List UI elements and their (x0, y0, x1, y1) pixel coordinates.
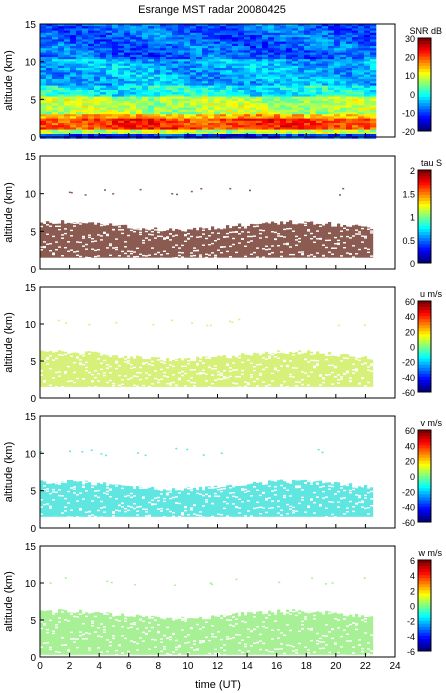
x-tick-label: 2 (67, 661, 73, 672)
colorbar-frame (417, 429, 432, 523)
panel-1-data (40, 24, 377, 139)
panel-3-data (40, 318, 374, 389)
y-axis-label: altitude (km) (3, 571, 15, 632)
colorbar-label: tau S (421, 158, 442, 168)
colorbar-frame (417, 300, 432, 393)
y-tick-label: 15 (25, 283, 37, 294)
y-tick-label: 15 (25, 20, 37, 31)
colorbar-tick-label: -60 (402, 518, 415, 528)
y-tick-label: 10 (25, 449, 37, 460)
x-tick-label: 12 (212, 661, 224, 672)
colorbar-tick-label: 6 (410, 556, 415, 566)
colorbar-tick-label: -40 (402, 503, 415, 513)
y-tick-label: 0 (30, 653, 36, 664)
panel-3-colorbar: -60 -40 -20 0 20 40 60 u m/s (402, 289, 443, 398)
colorbar-frame (417, 559, 432, 652)
y-axis-label: altitude (km) (3, 50, 15, 111)
colorbar-label: v m/s (421, 418, 443, 428)
y-tick-label: 0 (30, 265, 36, 276)
panel-2-data (40, 187, 374, 259)
colorbar-label: u m/s (420, 289, 443, 299)
y-tick-label: 5 (30, 487, 36, 498)
panel-5-data (40, 577, 374, 657)
colorbar-tick-label: 20 (405, 53, 415, 63)
panel-4-data (40, 447, 374, 519)
figure-title: Esrange MST radar 20080425 (138, 4, 286, 16)
colorbar-tick-label: 20 (405, 457, 415, 467)
colorbar-tick-label: 0 (410, 259, 415, 269)
colorbar-tick-label: 2 (410, 586, 415, 596)
y-tick-label: 15 (25, 542, 37, 553)
x-tick-label: 22 (360, 661, 372, 672)
colorbar-tick-label: 0 (410, 343, 415, 353)
panel-2-colorbar: 0 0.5 1 1.5 2 tau S (402, 158, 442, 269)
y-tick-label: 5 (30, 95, 36, 106)
x-axis-label: time (UT) (195, 679, 241, 691)
y-axis-label: altitude (km) (3, 182, 15, 243)
x-tick-label: 18 (301, 661, 313, 672)
panel-4-colorbar: -60 -40 -20 0 20 40 60 v m/s (402, 418, 443, 528)
y-tick-label: 10 (25, 579, 37, 590)
panel-2: 0 5 10 15 altitude (km) 0 0.5 1 1.5 2 tau S (3, 152, 442, 276)
colorbar-label: w m/s (418, 548, 443, 558)
x-tick-label: 10 (182, 661, 194, 672)
colorbar-tick-label: -20 (402, 127, 415, 137)
colorbar-frame (417, 169, 432, 264)
y-tick-label: 0 (30, 133, 36, 144)
y-tick-label: 5 (30, 616, 36, 627)
x-tick-label: 24 (389, 661, 401, 672)
panel-3: 0 5 10 15 altitude (km) -60 -40 -20 0 20 40 60 u m/s (3, 283, 442, 405)
colorbar-frame (417, 37, 432, 132)
y-tick-label: 10 (25, 190, 37, 201)
y-axis-label: altitude (km) (3, 442, 15, 503)
x-tick-label: 0 (37, 661, 43, 672)
y-tick-label: 5 (30, 357, 36, 368)
colorbar-tick-label: 0 (410, 602, 415, 612)
colorbar-tick-label: 0.5 (402, 236, 415, 246)
colorbar-tick-label: -20 (402, 358, 415, 368)
colorbar-tick-label: -60 (402, 388, 415, 398)
x-tick-label: 4 (96, 661, 102, 672)
x-tick-label: 16 (271, 661, 283, 672)
colorbar-tick-label: 40 (405, 441, 415, 451)
colorbar-tick-label: 20 (405, 327, 415, 337)
colorbar-tick-label: -6 (407, 647, 415, 657)
y-tick-label: 0 (30, 394, 36, 405)
x-tick-label: 6 (126, 661, 132, 672)
colorbar-tick-label: 4 (410, 571, 415, 581)
colorbar-tick-label: 60 (405, 426, 415, 436)
colorbar-tick-label: 0 (410, 90, 415, 100)
colorbar-tick-label: -20 (402, 487, 415, 497)
colorbar-tick-label: -4 (407, 632, 415, 642)
panel-5-colorbar: -6 -4 -2 0 2 4 6w m/s (407, 548, 443, 657)
colorbar-tick-label: 30 (405, 34, 415, 44)
y-tick-label: 10 (25, 320, 37, 331)
y-axis-label: altitude (km) (3, 312, 15, 373)
colorbar-tick-label: 40 (405, 312, 415, 322)
colorbar-tick-label: -10 (402, 108, 415, 118)
colorbar-label: SNR dB (409, 26, 442, 36)
colorbar-tick-label: 1 (410, 213, 415, 223)
colorbar-tick-label: -2 (407, 617, 415, 627)
x-tick-label: 8 (156, 661, 162, 672)
colorbar-tick-label: 2 (410, 166, 415, 176)
colorbar-tick-label: 1.5 (402, 189, 415, 199)
y-tick-label: 0 (30, 524, 36, 535)
panel-4: 0 5 10 15 altitude (km) -60 -40 -20 0 20 40 60 v m/s (3, 412, 442, 535)
y-tick-label: 5 (30, 227, 36, 238)
colorbar-tick-label: 0 (410, 472, 415, 482)
colorbar-tick-label: 10 (405, 71, 415, 81)
colorbar-tick-label: 60 (405, 297, 415, 307)
colorbar-tick-label: -40 (402, 373, 415, 383)
y-tick-label: 15 (25, 412, 37, 423)
y-tick-label: 15 (25, 152, 37, 163)
x-tick-label: 14 (242, 661, 254, 672)
x-tick-label: 20 (330, 661, 342, 672)
y-tick-label: 10 (25, 58, 37, 69)
